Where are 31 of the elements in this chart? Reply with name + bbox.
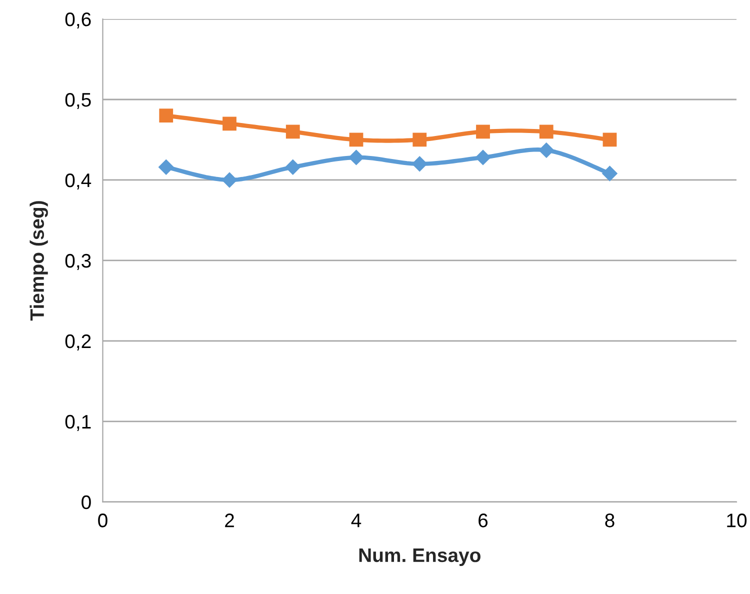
- point: [602, 132, 617, 147]
- point: [158, 160, 174, 175]
- point: [476, 124, 490, 139]
- x-tick-label: 2: [225, 514, 234, 528]
- point: [538, 142, 554, 158]
- point: [348, 150, 364, 166]
- point: [475, 150, 491, 166]
- y-tick-label: 0,2: [65, 334, 91, 350]
- x-axis-title: Num. Ensayo: [359, 548, 480, 566]
- y-tick-label: 0,4: [65, 173, 92, 190]
- point: [222, 116, 236, 131]
- point: [349, 132, 364, 147]
- x-tick-label: 4: [351, 514, 362, 528]
- x-tick-label: 8: [605, 514, 614, 528]
- point: [222, 172, 238, 188]
- x-tick-label: 0: [98, 514, 108, 528]
- y-tick-label: 0: [82, 495, 91, 510]
- point: [602, 166, 618, 182]
- point: [285, 160, 300, 175]
- y-tick-label: 0,1: [65, 414, 91, 431]
- y-axis-title: Tiempo (seg): [30, 201, 48, 321]
- point: [412, 156, 428, 172]
- point: [412, 132, 427, 147]
- y-tick-label: 0,6: [65, 12, 91, 29]
- y-tick-label: 0,5: [65, 92, 91, 110]
- x-tick-label: 10: [727, 514, 747, 528]
- point: [539, 124, 554, 139]
- x-tick-label: 6: [478, 514, 488, 528]
- y-tick-label: 0,3: [65, 254, 91, 270]
- point: [286, 124, 300, 139]
- point: [159, 108, 174, 123]
